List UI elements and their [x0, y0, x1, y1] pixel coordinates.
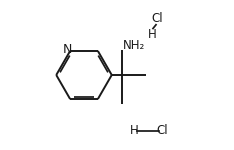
- Text: Cl: Cl: [156, 124, 168, 137]
- Text: NH₂: NH₂: [123, 39, 145, 52]
- Text: N: N: [63, 43, 72, 56]
- Text: Cl: Cl: [151, 12, 163, 25]
- Text: H: H: [130, 124, 139, 137]
- Text: H: H: [148, 28, 157, 41]
